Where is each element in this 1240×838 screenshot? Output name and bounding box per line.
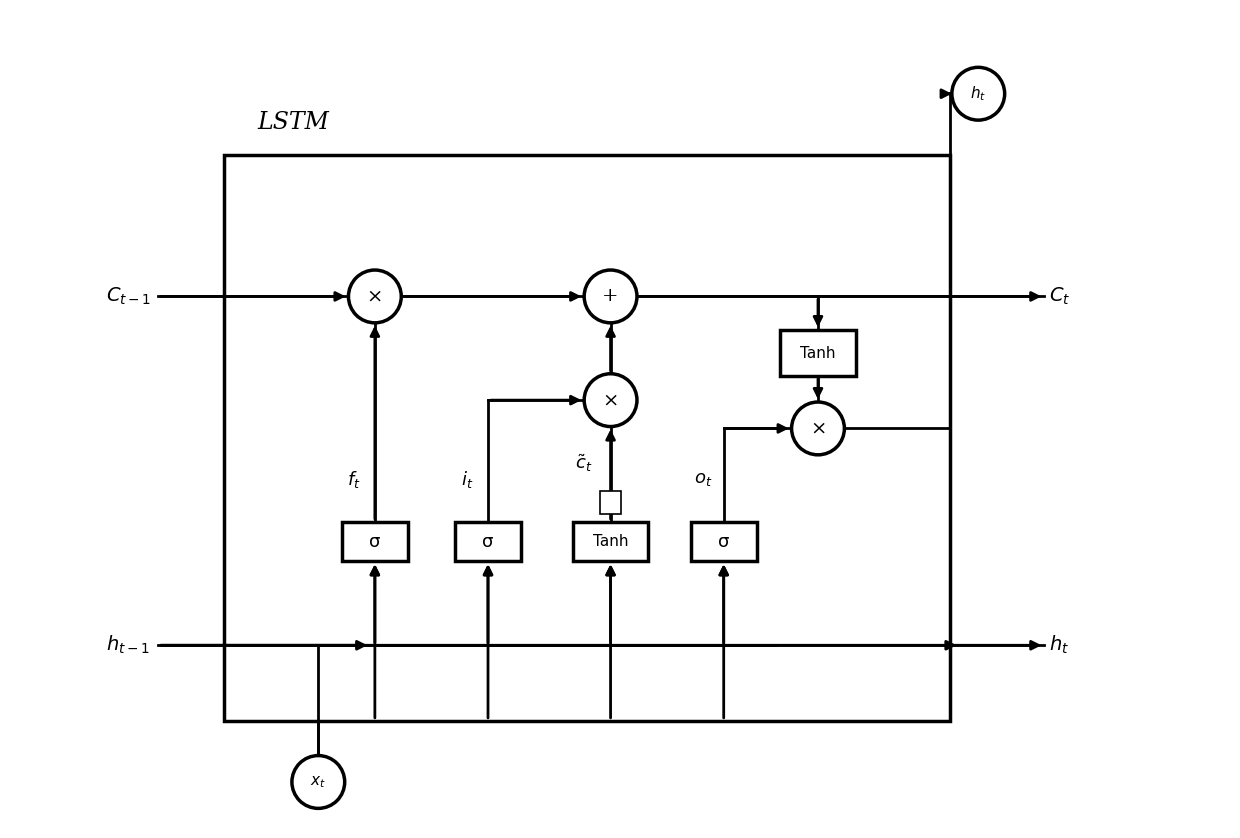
Text: Tanh: Tanh: [800, 345, 836, 360]
Text: ×: ×: [810, 420, 826, 437]
Text: $f_t$: $f_t$: [347, 468, 361, 490]
Bar: [780, 330, 856, 375]
Text: σ: σ: [482, 533, 494, 551]
Text: $i_t$: $i_t$: [461, 468, 474, 490]
Text: ×: ×: [367, 287, 383, 305]
Bar: [455, 522, 521, 561]
Circle shape: [584, 270, 637, 323]
Bar: [600, 491, 621, 515]
Bar: [224, 155, 950, 721]
Text: $x_t$: $x_t$: [310, 774, 326, 790]
Circle shape: [584, 374, 637, 427]
Text: $o_t$: $o_t$: [694, 470, 712, 489]
Text: $h_{t-1}$: $h_{t-1}$: [107, 634, 150, 656]
Text: $C_t$: $C_t$: [1049, 286, 1070, 307]
Text: $h_t$: $h_t$: [970, 85, 986, 103]
Circle shape: [791, 402, 844, 455]
Circle shape: [291, 756, 345, 809]
Text: Tanh: Tanh: [593, 534, 629, 549]
Text: +: +: [603, 287, 619, 305]
Text: σ: σ: [718, 533, 729, 551]
Circle shape: [952, 67, 1004, 120]
Bar: [691, 522, 756, 561]
Text: ×: ×: [603, 391, 619, 409]
Bar: [573, 522, 649, 561]
Text: LSTM: LSTM: [257, 111, 329, 133]
Text: $h_t$: $h_t$: [1049, 634, 1069, 656]
Bar: [342, 522, 408, 561]
Text: $C_{t-1}$: $C_{t-1}$: [107, 286, 151, 307]
Text: σ: σ: [370, 533, 381, 551]
Text: $\tilde{c}_t$: $\tilde{c}_t$: [575, 453, 593, 474]
Circle shape: [348, 270, 402, 323]
